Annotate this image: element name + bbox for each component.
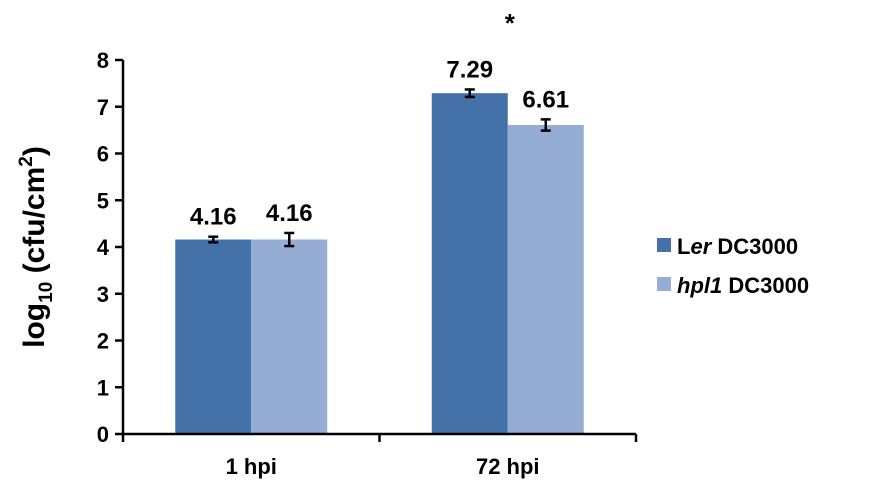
data-label-0-0: 4.16 — [190, 204, 237, 231]
legend: Ler DC3000 hpl1 DC3000 — [657, 234, 809, 298]
data-label-1-1: 6.61 — [522, 86, 569, 113]
bar-1-1 — [507, 124, 584, 435]
y-axis-label: log10 (cfu/cm2) — [16, 146, 57, 348]
error-bar-1-1 — [540, 118, 551, 132]
legend-item-0: Ler DC3000 — [657, 234, 798, 259]
significance-annotation: * — [505, 8, 516, 38]
error-bar-0-1 — [464, 88, 475, 99]
legend-swatch-1 — [657, 277, 671, 291]
axes: 1 hpi 72 hpi 0 1 2 3 4 5 6 7 8 log10 (cfu/cm2) — [16, 48, 638, 479]
y-tick-label-4: 4 — [97, 235, 110, 260]
bar-0-1 — [431, 93, 508, 434]
data-label-1-0: 4.16 — [266, 200, 313, 227]
bar-1-0 — [251, 239, 328, 434]
x-tick-label-1: 72 hpi — [476, 454, 540, 479]
bar-0-0 — [175, 239, 252, 434]
data-label-0-1: 7.29 — [446, 56, 493, 83]
y-tick-label-7: 7 — [97, 95, 109, 120]
error-bar-1-0 — [284, 231, 295, 248]
y-tick-label-3: 3 — [97, 282, 109, 307]
legend-item-1: hpl1 DC3000 — [657, 273, 809, 298]
y-tick-label-1: 1 — [97, 375, 109, 400]
legend-label-1: hpl1 DC3000 — [677, 273, 809, 298]
x-tick-label-0: 1 hpi — [226, 454, 277, 479]
y-tick-label-6: 6 — [97, 142, 109, 167]
error-bar-0-0 — [208, 235, 219, 244]
y-tick-label-5: 5 — [97, 188, 109, 213]
y-tick-label-8: 8 — [97, 48, 109, 73]
legend-swatch-0 — [657, 238, 671, 252]
legend-label-0: Ler DC3000 — [677, 234, 798, 259]
y-tick-label-0: 0 — [97, 422, 109, 447]
plot-area: 4.16 4.16 7.29 6.61 * — [175, 8, 584, 435]
y-tick-label-2: 2 — [97, 329, 109, 354]
